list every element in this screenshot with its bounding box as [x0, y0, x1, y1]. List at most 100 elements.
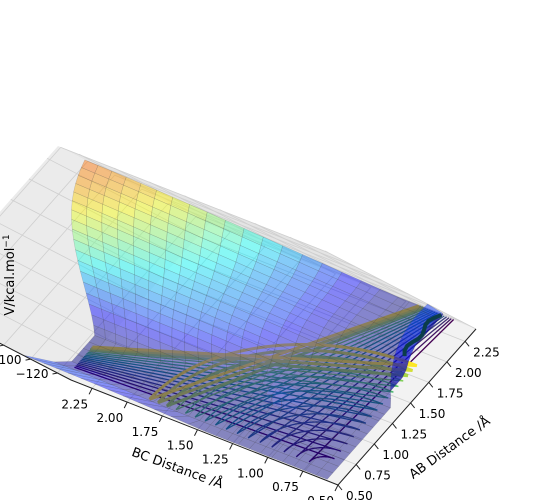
surface-facet: [126, 337, 138, 353]
surface-facet: [283, 420, 301, 432]
surface-facet: [171, 336, 186, 353]
surface-facet: [323, 374, 342, 387]
surface-facet: [88, 303, 104, 320]
surface-facet: [231, 307, 251, 323]
surface-facet: [104, 367, 123, 380]
surface-facet: [373, 315, 393, 328]
surface-facet: [87, 235, 105, 253]
surface-facet: [176, 283, 193, 299]
surface-facet: [261, 375, 277, 387]
surface-facet: [102, 195, 120, 212]
grid-line: [0, 223, 144, 299]
surface-facet: [316, 416, 335, 428]
grid-line: [87, 160, 355, 267]
surface-facet: [385, 372, 403, 385]
grid-line: [289, 236, 442, 316]
surface-facet: [118, 258, 135, 276]
surface-facet: [225, 359, 241, 376]
surface-facet: [199, 246, 219, 264]
surface-facet: [104, 261, 122, 280]
grid-line: [168, 202, 436, 309]
surface-facet: [135, 313, 149, 329]
grid-line: [0, 161, 88, 262]
surface-facet: [277, 426, 296, 439]
surface-facet: [238, 385, 257, 397]
surface-facet: [160, 389, 179, 402]
surface-facet: [356, 405, 375, 417]
surface-facet: [374, 351, 393, 363]
surface-facet: [306, 312, 330, 329]
surface-facet: [144, 356, 161, 369]
surface-facet: [282, 437, 301, 450]
grid-line: [324, 250, 477, 330]
surface-facet: [197, 347, 213, 364]
surface-facet: [316, 334, 338, 352]
surface-facet: [344, 435, 363, 448]
surface-facet: [334, 361, 353, 374]
surface-facet: [91, 172, 110, 188]
surface-facet: [187, 409, 206, 421]
surface-facet: [299, 254, 323, 272]
surface-facet: [148, 336, 161, 352]
surface-facet: [201, 237, 221, 255]
surface-facet: [98, 378, 128, 385]
surface-facet: [98, 298, 114, 315]
surface-facet: [211, 353, 227, 370]
surface-facet: [390, 366, 407, 378]
surface-facet: [264, 367, 283, 381]
surface-facet: [241, 228, 264, 246]
surface-facet: [123, 308, 137, 324]
surface-facet: [250, 389, 267, 402]
x-tick-label: 0.75: [364, 468, 391, 482]
surface-facet: [103, 251, 121, 270]
y-axis-line: [70, 379, 339, 486]
surface-facet: [250, 370, 266, 385]
surface-facet: [172, 356, 186, 371]
surface-facet: [323, 320, 347, 336]
surface-facet: [252, 261, 275, 278]
surface-facet: [280, 392, 307, 407]
surface-facet: [87, 189, 105, 205]
surface-facet: [238, 402, 257, 415]
surface-facet: [203, 295, 222, 310]
surface-facet: [423, 325, 432, 335]
surface-facet: [333, 342, 353, 356]
surface-facet: [135, 303, 149, 319]
surface-facet: [287, 277, 311, 293]
surface-facet: [54, 361, 83, 367]
surface-facet: [254, 435, 273, 447]
surface-facet: [222, 369, 241, 382]
surface-facet: [249, 269, 271, 285]
surface-facet: [120, 184, 139, 201]
surface-facet: [127, 359, 146, 371]
surface-facet: [339, 424, 357, 437]
surface-facet: [255, 344, 275, 361]
grid-line: [114, 174, 382, 281]
surface-facet: [310, 440, 329, 452]
surface-facet: [111, 383, 140, 391]
surface-facet: [357, 335, 376, 348]
surface-facet: [243, 413, 262, 426]
contour-line: [81, 313, 441, 435]
surface-facet: [237, 245, 260, 263]
surface-facet: [233, 374, 252, 387]
surface-facet: [334, 396, 352, 409]
surface-facet: [136, 322, 149, 338]
surface-facet: [290, 350, 312, 367]
surface-facet: [227, 398, 246, 410]
surface-facet: [148, 261, 165, 278]
x-tick-label: 2.00: [455, 366, 482, 380]
grid-line: [184, 195, 336, 275]
x-tick-label: 0.50: [346, 489, 373, 500]
y-tick-label: 2.00: [96, 411, 123, 425]
surface-facet: [75, 175, 93, 190]
surface-facet: [403, 301, 422, 313]
surface-facet: [205, 372, 224, 384]
surface-facet: [199, 396, 218, 408]
surface-facet: [391, 331, 410, 344]
surface-facet: [328, 385, 347, 398]
surface-facet: [110, 361, 129, 373]
surface-facet: [361, 416, 380, 428]
surface-facet: [255, 400, 273, 413]
